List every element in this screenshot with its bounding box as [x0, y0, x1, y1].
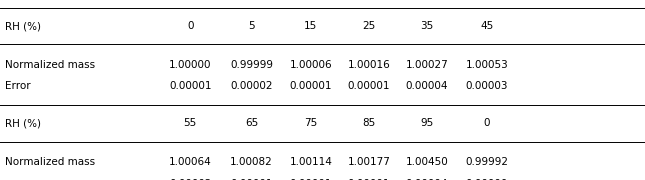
Text: 0.00001: 0.00001: [290, 81, 332, 91]
Text: 0.00004: 0.00004: [406, 81, 448, 91]
Text: 0.00001: 0.00001: [169, 81, 212, 91]
Text: 95: 95: [421, 118, 433, 128]
Text: RH (%): RH (%): [5, 21, 41, 31]
Text: 0.00001: 0.00001: [348, 81, 390, 91]
Text: error: error: [5, 179, 31, 180]
Text: 0: 0: [484, 118, 490, 128]
Text: 1.00114: 1.00114: [290, 157, 332, 167]
Text: 0.00001: 0.00001: [230, 179, 273, 180]
Text: 0.99992: 0.99992: [466, 157, 508, 167]
Text: 0.00004: 0.00004: [406, 179, 448, 180]
Text: 1.00082: 1.00082: [230, 157, 273, 167]
Text: 0: 0: [187, 21, 194, 31]
Text: 1.00016: 1.00016: [348, 60, 390, 70]
Text: 85: 85: [362, 118, 375, 128]
Text: 45: 45: [481, 21, 493, 31]
Text: Normalized mass: Normalized mass: [5, 157, 95, 167]
Text: 55: 55: [184, 118, 197, 128]
Text: 1.00064: 1.00064: [169, 157, 212, 167]
Text: 1.00000: 1.00000: [169, 60, 212, 70]
Text: 0.00002: 0.00002: [169, 179, 212, 180]
Text: 65: 65: [245, 118, 258, 128]
Text: Normalized mass: Normalized mass: [5, 60, 95, 70]
Text: RH (%): RH (%): [5, 118, 41, 128]
Text: 0.99999: 0.99999: [230, 60, 273, 70]
Text: Error: Error: [5, 81, 31, 91]
Text: 1.00177: 1.00177: [348, 157, 390, 167]
Text: 25: 25: [362, 21, 375, 31]
Text: 0.00003: 0.00003: [466, 81, 508, 91]
Text: 35: 35: [421, 21, 433, 31]
Text: 0.00000: 0.00000: [466, 179, 508, 180]
Text: 0.00002: 0.00002: [230, 81, 273, 91]
Text: 1.00053: 1.00053: [466, 60, 508, 70]
Text: 5: 5: [248, 21, 255, 31]
Text: 1.00006: 1.00006: [290, 60, 332, 70]
Text: 75: 75: [304, 118, 317, 128]
Text: 1.00027: 1.00027: [406, 60, 448, 70]
Text: 1.00450: 1.00450: [406, 157, 448, 167]
Text: 15: 15: [304, 21, 317, 31]
Text: 0.00001: 0.00001: [348, 179, 390, 180]
Text: 0.00001: 0.00001: [290, 179, 332, 180]
